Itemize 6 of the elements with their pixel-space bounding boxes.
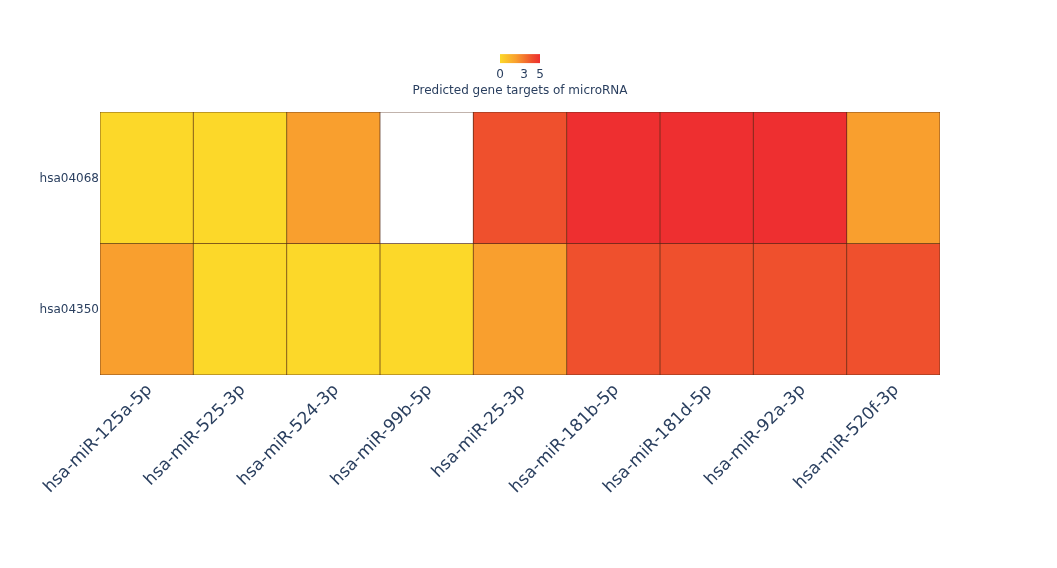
color-bar-label: 3 <box>520 67 528 81</box>
color-bar-label: 5 <box>536 67 544 81</box>
color-bar-title: Predicted gene targets of microRNA <box>412 83 629 97</box>
y-tick-label: hsa04068 <box>39 170 99 185</box>
y-tick-label: hsa04350 <box>39 302 99 317</box>
color-bar-label: 0 <box>496 67 504 81</box>
